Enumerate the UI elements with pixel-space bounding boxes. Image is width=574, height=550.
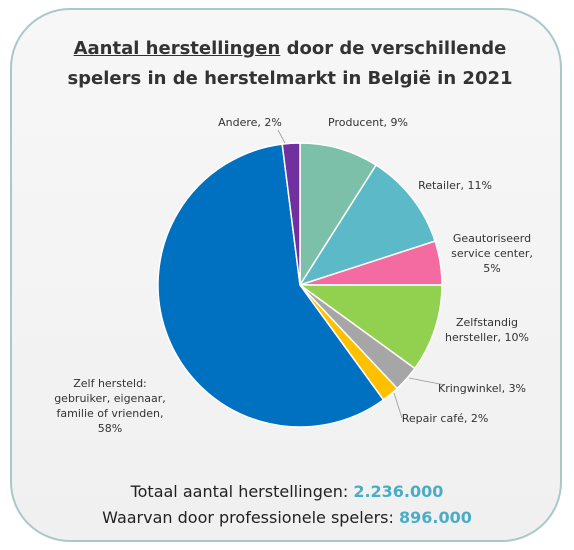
slice-label: Producent, 9% [328, 116, 408, 129]
slice-category: Kringwinkel [437, 382, 502, 395]
slice-category: Retailer [418, 179, 461, 192]
slice-category: Zelfstandig hersteller [445, 316, 518, 344]
pie-slice [157, 143, 385, 428]
footer-value: 896.000 [398, 508, 472, 527]
slice-category: Repair café [401, 412, 464, 425]
footer-label: Totaal aantal herstellingen: [130, 482, 349, 501]
slice-label: Repair café, 2% [401, 412, 489, 425]
pie-slice [299, 142, 378, 288]
chart-title: Aantal herstellingen door de verschillen… [40, 34, 540, 94]
slice-label: Retailer, 11% [418, 179, 492, 192]
title-emphasis: Aantal herstellingen [73, 38, 281, 59]
footer-line: Waarvan door professionele spelers: 896.… [20, 508, 554, 527]
leader-line [393, 392, 403, 419]
slice-value: 2% [264, 116, 282, 129]
slice-category: Andere [218, 116, 258, 129]
pie-slice [298, 164, 436, 287]
slice-category: Zelf hersteld: gebruiker, eigenaar, fami… [54, 377, 166, 420]
slice-label: Zelf hersteld: gebruiker, eigenaar, fami… [54, 377, 166, 435]
slice-value: 5% [483, 262, 501, 275]
slice-value: 3% [508, 382, 527, 395]
slice-label: Zelfstandig hersteller, 10% [445, 316, 529, 344]
pie-slice [297, 284, 443, 370]
slice-label: Andere, 2% [218, 116, 282, 129]
slice-value: 10% [504, 331, 529, 344]
pie-slice [281, 142, 301, 286]
slice-value: 11% [467, 179, 492, 192]
footer-value: 2.236.000 [353, 482, 444, 501]
slice-value: 2% [470, 412, 489, 425]
slice-label: Kringwinkel, 3% [437, 382, 527, 395]
slice-value: 58% [97, 422, 123, 435]
slice-category: Geautoriseerd service center [451, 232, 532, 260]
slice-label: Geautoriseerd service center, 5% [451, 232, 533, 275]
leader-line [408, 377, 446, 386]
leader-lines [277, 129, 446, 419]
title-rest: door de verschillende spelers in de hers… [67, 38, 513, 89]
slice-category: Producent [328, 116, 384, 129]
footer-line: Totaal aantal herstellingen: 2.236.000 [20, 482, 554, 501]
footer-label: Waarvan door professionele spelers: [102, 508, 394, 527]
leader-line [277, 129, 287, 146]
slice-value: 9% [390, 116, 408, 129]
